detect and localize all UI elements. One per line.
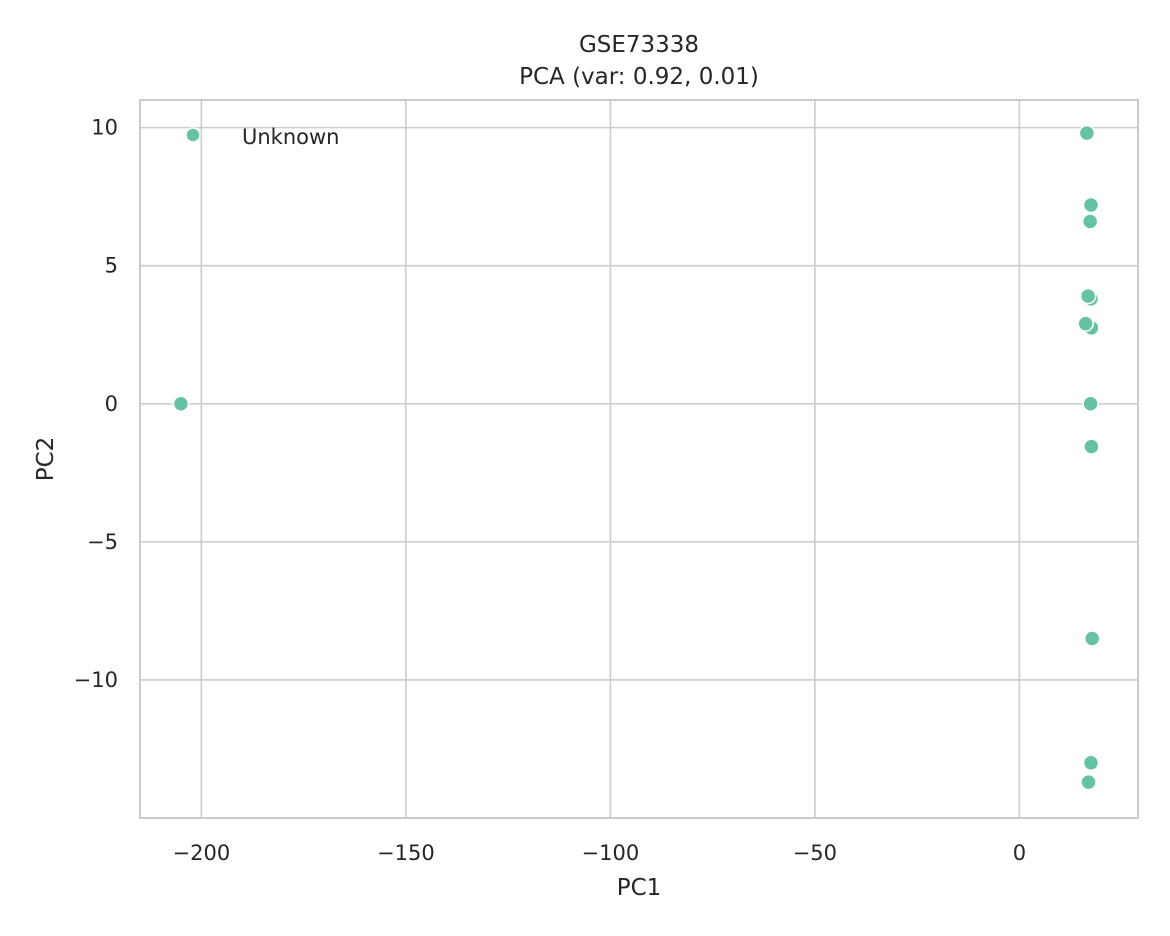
- data-points: [172, 124, 1101, 791]
- y-tick-label: 10: [91, 116, 118, 140]
- y-tick-label: 0: [105, 392, 118, 416]
- data-point: [1080, 773, 1097, 791]
- data-point: [1079, 287, 1097, 305]
- data-point: [1082, 196, 1100, 214]
- plot-frame: [139, 99, 1139, 819]
- x-tick-label: 0: [1013, 841, 1026, 865]
- data-point: [1078, 124, 1096, 142]
- x-axis-label: PC1: [617, 875, 662, 901]
- x-tick-label: −150: [377, 841, 435, 865]
- y-tick-label: 5: [105, 254, 118, 278]
- y-tick-label: −5: [87, 530, 118, 554]
- data-point: [1082, 395, 1099, 413]
- y-tick-label: −10: [74, 668, 118, 692]
- legend-label-unknown: Unknown: [242, 125, 339, 149]
- data-point: [1083, 630, 1101, 647]
- y-tick-labels: −10 −5 0 5 10: [74, 116, 118, 692]
- chart-title: GSE73338: [579, 32, 699, 58]
- grid-layer: [140, 100, 1138, 818]
- data-point: [1077, 315, 1094, 332]
- data-point: [1081, 213, 1099, 230]
- x-tick-label: −200: [173, 841, 231, 865]
- data-point: [172, 395, 190, 413]
- y-axis-label: PC2: [33, 437, 59, 482]
- data-point: [1083, 438, 1100, 455]
- data-point: [1082, 754, 1100, 772]
- legend-marker: [185, 127, 201, 143]
- legend: Unknown: [185, 125, 339, 149]
- x-tick-label: −100: [582, 841, 640, 865]
- x-tick-labels: −200 −150 −100 −50 0: [173, 841, 1027, 865]
- chart-subtitle: PCA (var: 0.92, 0.01): [519, 64, 759, 90]
- x-tick-label: −50: [793, 841, 837, 865]
